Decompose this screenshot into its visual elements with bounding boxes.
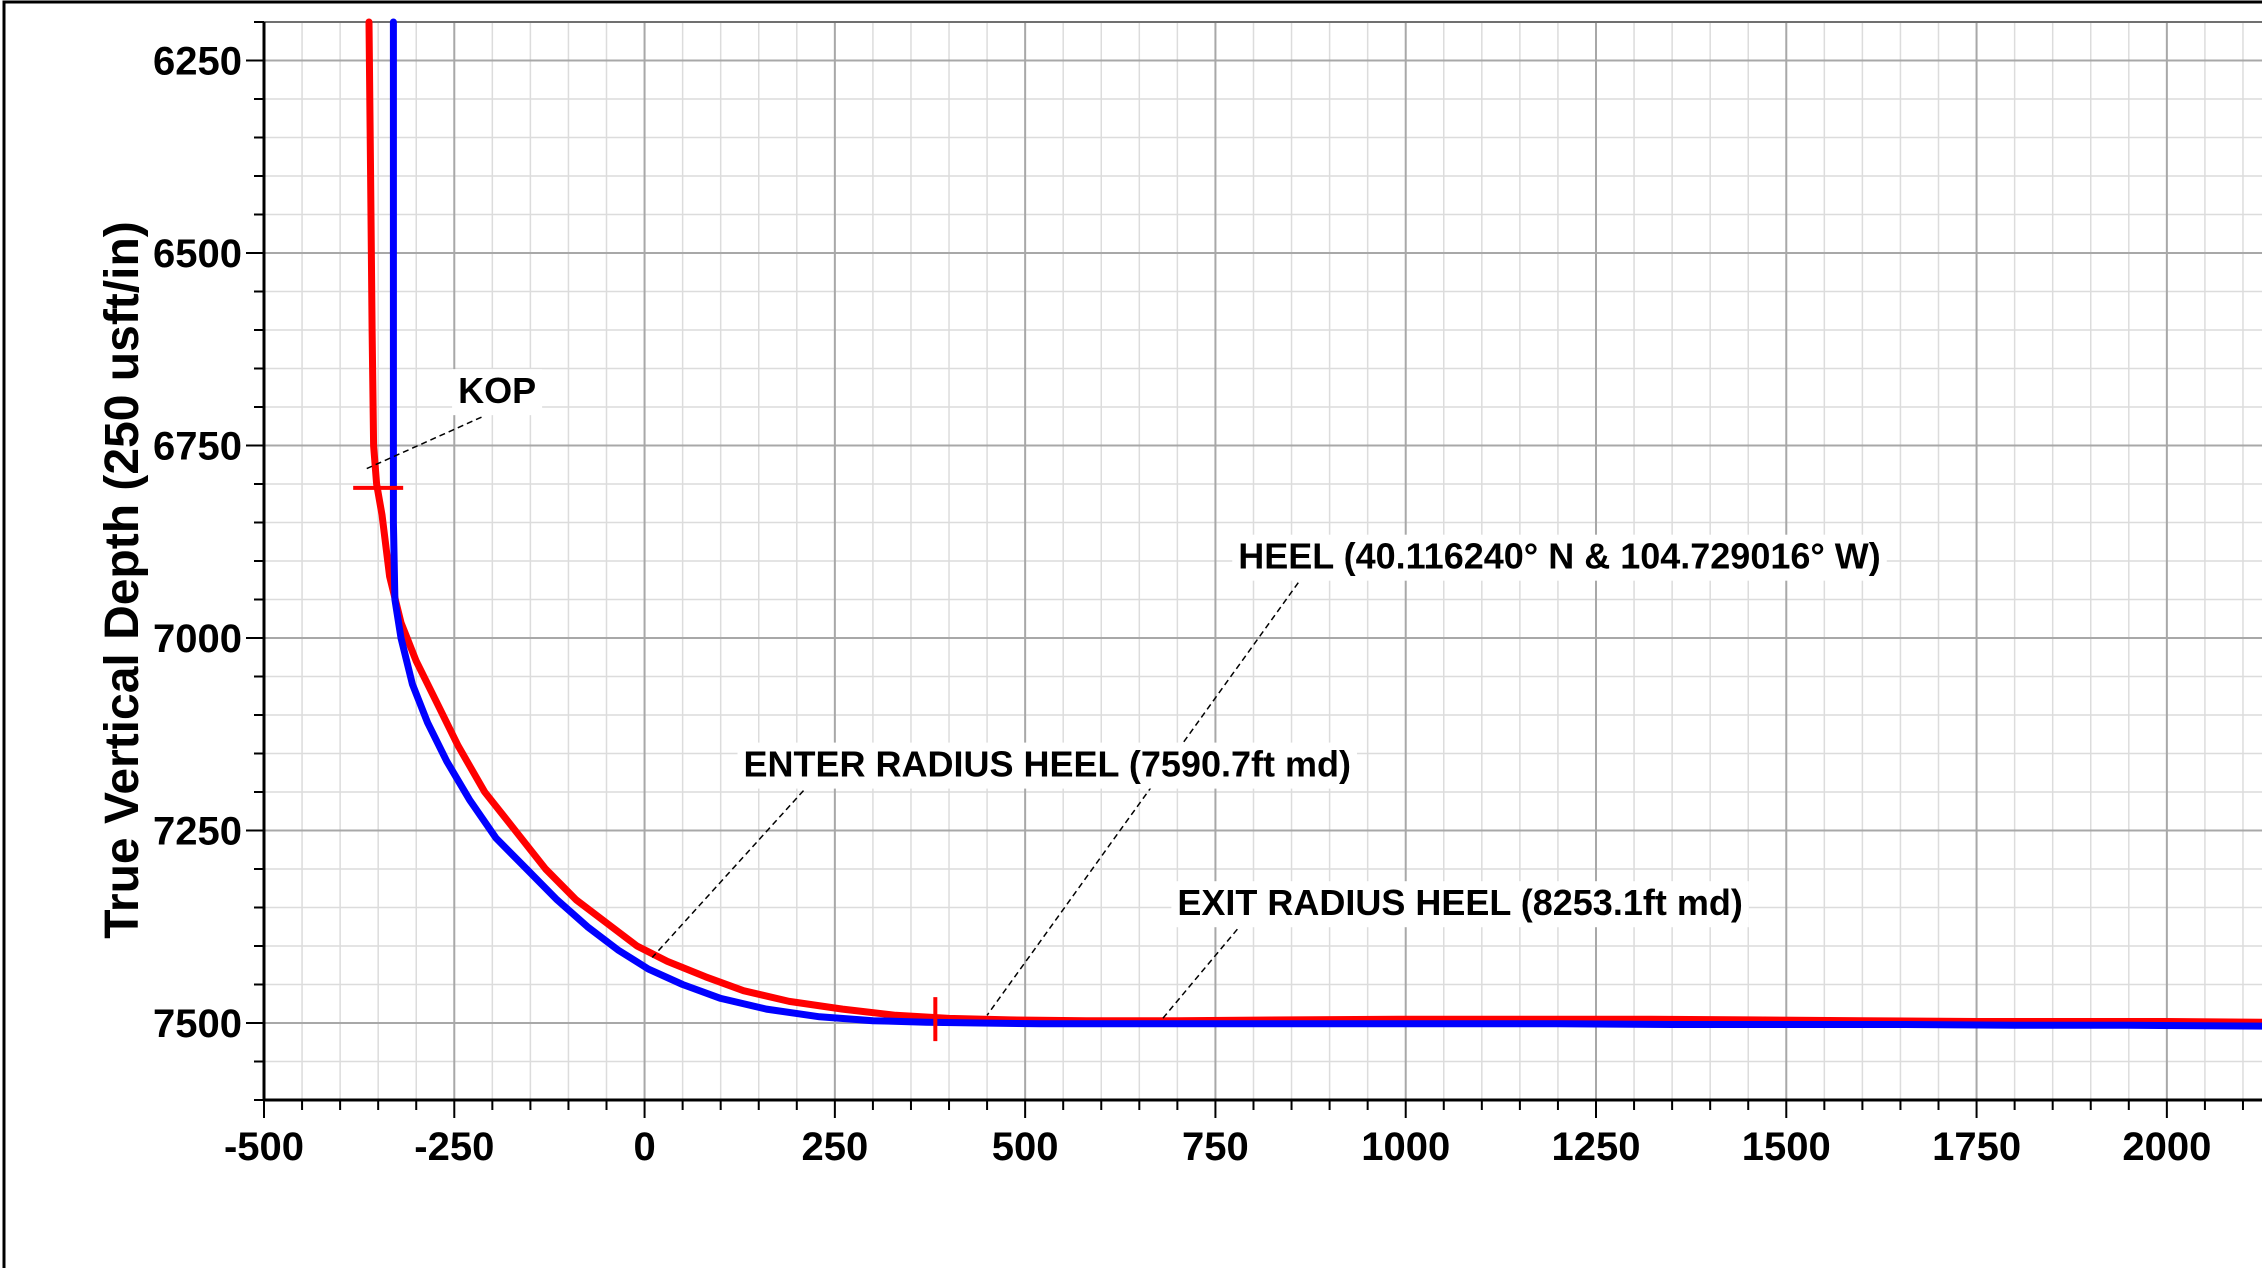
- x-tick-label: 1000: [1361, 1125, 1450, 1169]
- y-tick-label: 6500: [153, 232, 242, 276]
- y-tick-label: 7250: [153, 810, 242, 854]
- x-tick-label: 1250: [1552, 1125, 1641, 1169]
- y-axis-title: True Vertical Depth (250 usft/in): [96, 221, 149, 939]
- x-tick-label: -500: [224, 1125, 304, 1169]
- x-tick-label: 750: [1182, 1125, 1249, 1169]
- series-layer: [365, 18, 2262, 1030]
- x-tick-label: -250: [414, 1125, 494, 1169]
- x-tick-label: 0: [633, 1125, 655, 1169]
- x-tick-label: 1750: [1932, 1125, 2021, 1169]
- annotation-leader-2: [651, 790, 805, 959]
- annotation-label-1: HEEL (40.116240° N & 104.729016° W): [1238, 536, 1881, 577]
- x-tick-label: 2000: [2122, 1125, 2211, 1169]
- y-tick-label: 7000: [153, 617, 242, 661]
- annotation-bg-3: [1171, 881, 1749, 928]
- annotation-label-0: KOP: [458, 370, 536, 411]
- annotation-leader-1: [986, 582, 1299, 1016]
- annotation-bg-1: [1232, 534, 1887, 581]
- annotation-leader-0: [366, 416, 482, 470]
- x-tick-label: 1500: [1742, 1125, 1831, 1169]
- annotation-label-2: ENTER RADIUS HEEL (7590.7ft md): [744, 744, 1351, 785]
- annotation-label-3: EXIT RADIUS HEEL (8253.1ft md): [1177, 882, 1742, 923]
- annotation-bg-0: [452, 369, 543, 416]
- y-tick-label: 7500: [153, 1002, 242, 1046]
- x-tick-label: 250: [801, 1125, 868, 1169]
- y-tick-label: 6250: [153, 40, 242, 84]
- axes: [246, 21, 2262, 1118]
- tick-labels: -500 -250 0 250 500 750 1000 1250 1500 1750 2000 62…: [153, 40, 2211, 1170]
- series-line-0: [365, 18, 2262, 1026]
- series-line-1: [389, 18, 2262, 1030]
- annotations-layer: KOP HEEL (40.116240° N & 104.729016° W) EN…: [366, 369, 1887, 1020]
- y-tick-label: 6750: [153, 425, 242, 469]
- markers-layer: [353, 485, 938, 1042]
- annotation-bg-2: [737, 742, 1357, 789]
- x-tick-label: 500: [992, 1125, 1059, 1169]
